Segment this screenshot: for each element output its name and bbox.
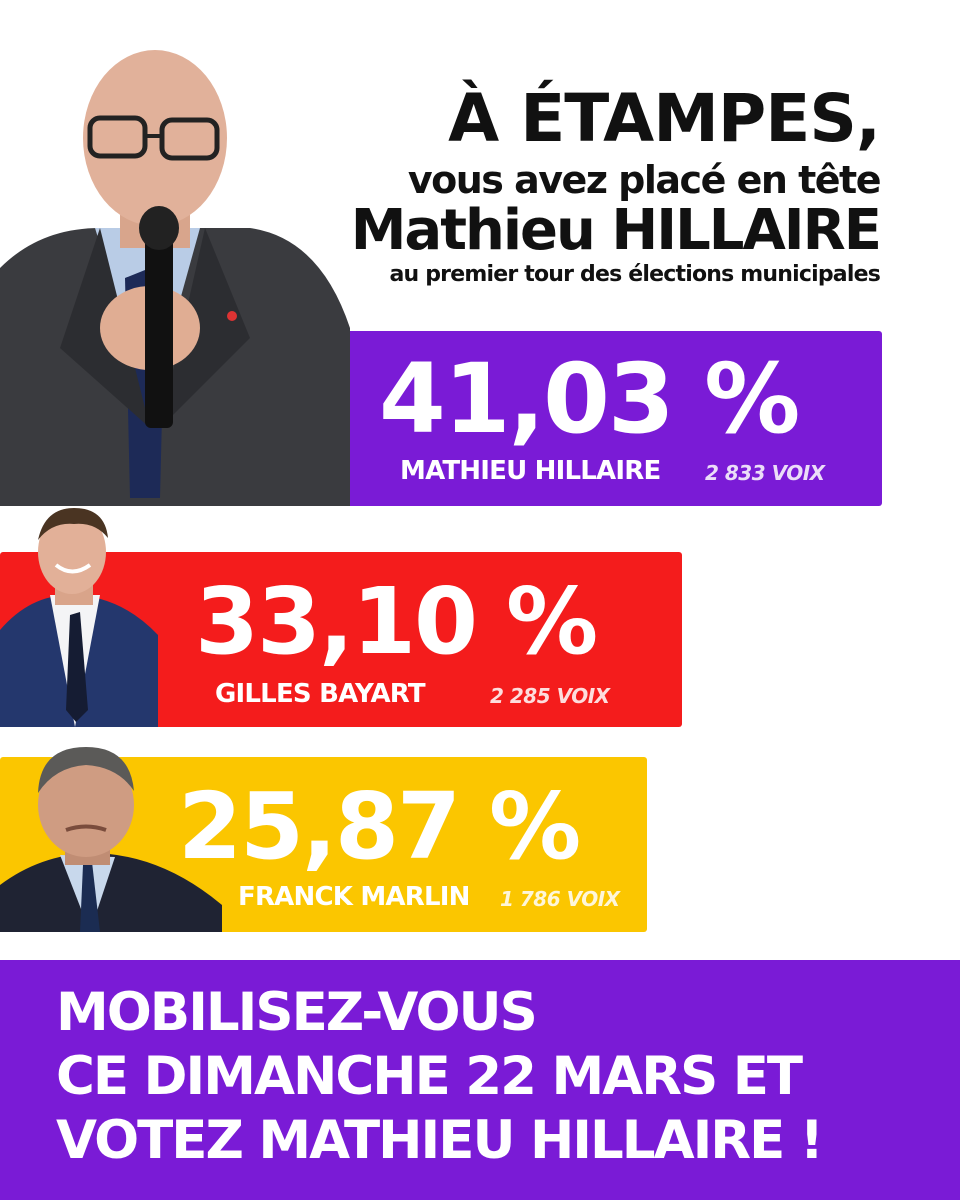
cta-line-2: CE DIMANCHE 22 MARS ET <box>56 1046 803 1107</box>
percent-label: 41,03 % <box>379 343 800 455</box>
vote-count: 2 833 VOIX <box>705 461 825 485</box>
vote-count: 1 786 VOIX <box>500 887 620 911</box>
candidate-name: FRANCK MARLIN <box>238 882 470 912</box>
result-bar-hillaire: 41,03 % MATHIEU HILLAIRE 2 833 VOIX <box>345 331 882 506</box>
headline-candidate: Mathieu HILLAIRE <box>350 198 882 263</box>
percent-label: 25,87 % <box>178 773 581 880</box>
microphone-icon <box>139 206 179 428</box>
cta-line-1: MOBILISEZ-VOUS <box>56 982 538 1043</box>
headline-city: À ÉTAMPES, <box>448 80 881 157</box>
candidate-name: MATHIEU HILLAIRE <box>400 456 661 486</box>
candidate-photo-hillaire <box>0 28 350 506</box>
candidate-photo-bayart <box>0 500 158 727</box>
headline-intro: vous avez placé en tête <box>407 158 882 202</box>
candidate-photo-marlin <box>0 735 222 932</box>
vote-count: 2 285 VOIX <box>490 684 610 708</box>
candidate-name: GILLES BAYART <box>215 679 426 709</box>
cta-line-3: VOTEZ MATHIEU HILLAIRE ! <box>56 1110 824 1171</box>
headline-context: au premier tour des élections municipale… <box>389 262 880 287</box>
percent-label: 33,10 % <box>195 568 598 675</box>
call-to-action-banner: MOBILISEZ-VOUS CE DIMANCHE 22 MARS ET VO… <box>0 960 960 1200</box>
